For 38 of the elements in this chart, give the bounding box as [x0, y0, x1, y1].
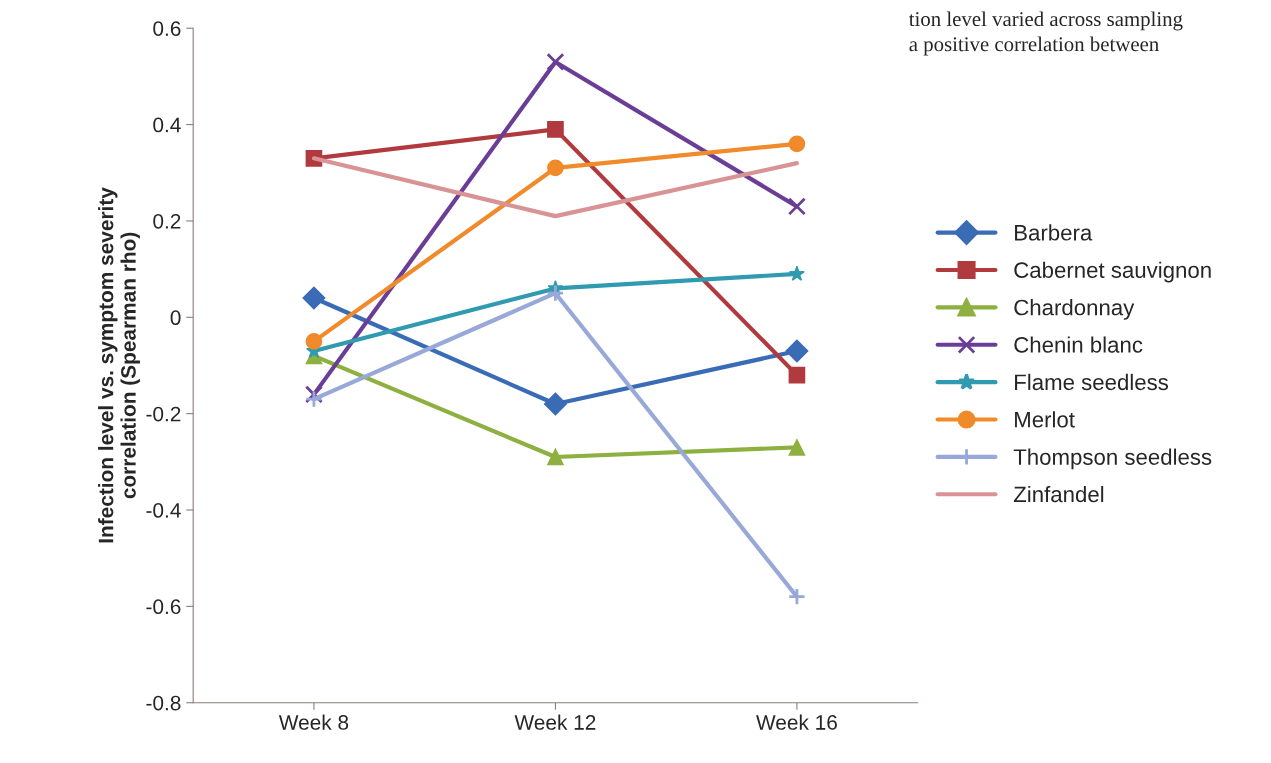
y-tick-label: 0.2: [153, 213, 181, 229]
y-tick-label: -0.4: [146, 503, 181, 518]
point: [788, 439, 806, 456]
point: [546, 52, 565, 71]
point: [546, 284, 565, 303]
legend-label: Flame seedless: [1015, 373, 1169, 391]
point: [788, 135, 806, 153]
point: [547, 448, 564, 466]
legend-label: Thompson seedless: [1013, 448, 1212, 470]
y-axis-title: Infection level vs. symptom severity correlation (Spearman rho): [98, 187, 140, 543]
x-tick-label: Week 12: [514, 714, 596, 730]
annotation: a positive correlation between: [909, 36, 1159, 56]
legend-label: Chardonnay: [1014, 299, 1135, 320]
legend-label: Chenin blanc: [1014, 336, 1143, 353]
legend-label: Cabernet sauvignon: [1014, 261, 1211, 283]
y-tick-label: 0: [170, 310, 181, 326]
point: [547, 159, 564, 177]
legend-label: Zinfandel: [1013, 485, 1104, 503]
annotation: tion level varied across sampling: [908, 11, 1183, 31]
y-tick-label: -0.2: [146, 406, 181, 422]
legend-label: Merlot: [1015, 411, 1075, 428]
point: [787, 587, 806, 606]
point: [305, 333, 323, 350]
point: [785, 339, 809, 363]
point: [787, 197, 806, 216]
y-tick-label: 0.6: [153, 21, 181, 36]
x-tick-label: Week 16: [756, 714, 837, 730]
y-tick-label: -0.8: [146, 695, 181, 711]
legend-label: Barbera: [1015, 224, 1093, 241]
point: [788, 366, 806, 384]
point: [543, 392, 567, 416]
point: [302, 286, 326, 310]
x-tick-label: Week 8: [278, 714, 349, 730]
point: [304, 390, 323, 409]
point: [547, 121, 564, 138]
y-tick-label: 0.4: [153, 117, 181, 133]
y-tick-label: -0.6: [146, 599, 181, 615]
point: [788, 265, 805, 281]
